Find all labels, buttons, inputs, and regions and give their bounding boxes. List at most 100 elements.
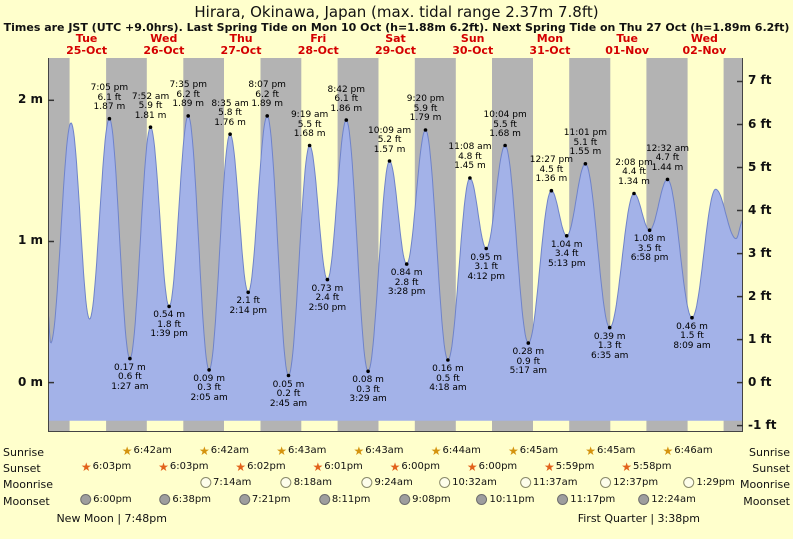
tide-extreme-dot xyxy=(404,262,409,266)
day-label-31-Oct: Mon 31-Oct xyxy=(529,32,571,57)
moonset-time: 12:24am xyxy=(651,494,696,505)
feet-tick-label: 4 ft xyxy=(748,202,772,217)
sunset-icon: ★ xyxy=(621,459,632,474)
tide-extreme-dot xyxy=(246,290,250,295)
sunset-icon: ★ xyxy=(544,459,555,474)
sunrise-time: 6:42am xyxy=(210,445,250,456)
sunrise-icon: ★ xyxy=(662,443,674,458)
low-tide-label: 0.95 m 3.1 ft 4:12 pm xyxy=(467,252,506,282)
moonrise-time-entry: 1:29pm xyxy=(683,477,735,488)
astro-row-label-sunrise-right: Sunrise xyxy=(748,446,790,459)
moonset-icon xyxy=(318,494,330,505)
astro-row-label-sunrise-left: Sunrise xyxy=(3,446,45,459)
tide-extreme-dot xyxy=(265,114,269,118)
moonrise-time-entry: 10:32am xyxy=(439,477,497,488)
day-label-27-Oct: Thu 27-Oct xyxy=(220,32,262,57)
feet-tick-label: 7 ft xyxy=(748,73,772,88)
sunset-time: 6:03pm xyxy=(169,461,209,472)
tide-extreme-dot xyxy=(186,114,190,118)
high-tide-label: 9:19 am 5.5 ft 1.68 m xyxy=(290,110,329,139)
sunset-time-entry: ★ 6:02pm xyxy=(235,459,286,474)
tide-extreme-dot xyxy=(107,116,112,121)
moonrise-time: 1:29pm xyxy=(696,477,735,488)
moon-phase-note: New Moon | 7:48pm xyxy=(56,512,167,525)
moonset-icon xyxy=(238,494,250,505)
tide-extreme-dot xyxy=(690,315,694,320)
sunset-time: 6:02pm xyxy=(247,461,286,472)
moonrise-time: 11:37am xyxy=(532,477,578,488)
meter-tick-label: 1 m xyxy=(17,233,43,248)
moonrise-time: 10:32am xyxy=(452,477,497,488)
sunrise-time: 6:45am xyxy=(519,445,559,456)
sunrise-time-entry: ★ 6:43am xyxy=(276,445,326,457)
moonset-time: 9:08pm xyxy=(412,494,451,505)
sunset-time-entry: ★ 6:03pm xyxy=(158,461,209,473)
low-tide-label: 0.46 m 1.5 ft 8:09 am xyxy=(673,321,711,351)
feet-tick-label: 2 ft xyxy=(748,288,772,303)
tide-extreme-dot xyxy=(607,325,612,330)
tide-extreme-dot xyxy=(665,177,670,182)
sunset-icon: ★ xyxy=(80,459,92,474)
day-label-01-Nov: Tue 01-Nov xyxy=(605,32,650,57)
moonrise-icon xyxy=(439,477,451,488)
sunrise-time-entry: ★ 6:44am xyxy=(430,443,481,458)
day-label-30-Oct: Sun 30-Oct xyxy=(452,32,494,57)
sunset-time: 6:01pm xyxy=(324,461,363,472)
moonset-icon xyxy=(159,494,171,505)
high-tide-label: 8:07 pm 6.2 ft 1.89 m xyxy=(248,80,286,110)
tide-extreme-dot xyxy=(286,373,291,378)
tide-area xyxy=(48,115,743,421)
moonrise-time-entry: 11:37am xyxy=(519,477,578,488)
tide-curve-line xyxy=(48,115,743,376)
sunrise-time: 6:44am xyxy=(442,445,481,456)
sunset-time: 6:00pm xyxy=(478,461,518,472)
sunset-icon: ★ xyxy=(235,459,247,474)
tide-extreme-dot xyxy=(307,143,312,148)
moonrise-icon xyxy=(519,477,531,488)
sunrise-time-entry: ★ 6:42am xyxy=(122,445,172,457)
low-tide-label: 0.39 m 1.3 ft 6:35 am xyxy=(591,331,629,361)
sunrise-icon: ★ xyxy=(508,443,519,458)
tide-extreme-dot xyxy=(632,191,636,196)
feet-tick-label: 6 ft xyxy=(748,116,772,131)
moonrise-time: 9:24am xyxy=(374,477,413,488)
day-label-02-Nov: Wed 02-Nov xyxy=(682,32,727,57)
moonrise-time-entry: 7:14am xyxy=(200,477,251,488)
low-tide-label: 0.05 m 0.2 ft 2:45 am xyxy=(269,379,308,409)
moonset-time-entry: 6:00pm xyxy=(80,494,132,505)
moonrise-icon xyxy=(600,477,612,488)
moonrise-icon xyxy=(280,477,292,488)
day-label-29-Oct: Sat 29-Oct xyxy=(374,32,417,57)
astro-row-label-sunset-right: Sunset xyxy=(752,462,790,475)
sunset-time-entry: ★ 6:00pm xyxy=(390,461,440,473)
sunrise-time: 6:46am xyxy=(674,445,713,456)
low-tide-label: 0.28 m 0.9 ft 5:17 am xyxy=(509,347,548,377)
moonset-time-entry: 7:21pm xyxy=(238,494,290,505)
meter-tick-label: 2 m xyxy=(17,92,43,107)
high-tide-label: 10:04 pm 5.5 ft 1.68 m xyxy=(483,110,527,139)
moonset-icon xyxy=(399,494,411,505)
tide-extreme-dot xyxy=(344,118,349,122)
tide-extreme-dot xyxy=(503,143,507,148)
low-tide-label: 2.1 ft 2:14 pm xyxy=(229,296,268,316)
moonset-icon xyxy=(476,494,488,505)
moonset-icon xyxy=(638,494,650,505)
sunrise-icon: ★ xyxy=(430,443,442,458)
moonrise-icon xyxy=(200,477,212,488)
sunrise-time-entry: ★ 6:45am xyxy=(508,443,559,458)
tide-extreme-dot xyxy=(583,162,588,166)
tide-extreme-dot xyxy=(647,228,652,232)
day-label-26-Oct: Wed 26-Oct xyxy=(143,32,185,57)
moonrise-time: 8:18am xyxy=(293,477,333,488)
moonrise-time-entry: 8:18am xyxy=(280,477,333,488)
sunrise-time-entry: ★ 6:46am xyxy=(662,443,713,458)
sunset-time-entry: ★ 5:59pm xyxy=(544,459,594,474)
sunset-time: 6:00pm xyxy=(401,461,440,472)
moonset-time-entry: 6:38pm xyxy=(159,494,211,505)
astro-row-label-moonset-left: Moonset xyxy=(3,495,50,508)
moonrise-icon xyxy=(361,477,373,488)
high-tide-label: 8:35 am 5.8 ft 1.76 m xyxy=(211,98,249,128)
sunset-time-entry: ★ 5:58pm xyxy=(621,459,671,474)
meter-tick-label: 0 m xyxy=(17,374,43,389)
